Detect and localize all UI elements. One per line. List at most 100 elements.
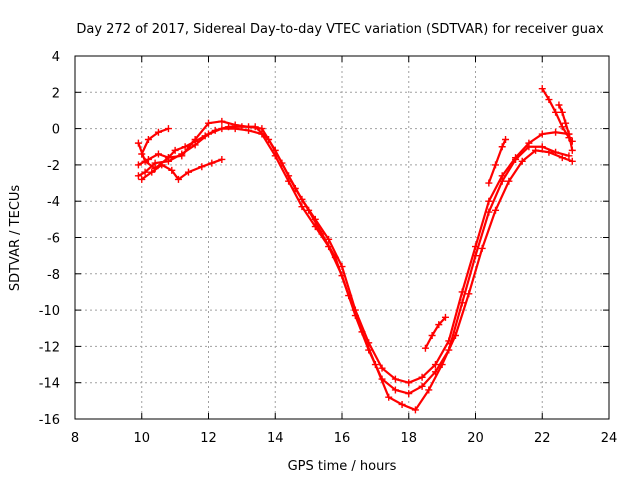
data-point	[505, 177, 513, 185]
data-point	[405, 390, 413, 398]
data-point	[405, 379, 413, 387]
series-track-5-line	[140, 127, 170, 156]
data-point	[144, 135, 152, 143]
x-tick-label: 8	[71, 431, 79, 446]
data-point	[398, 400, 406, 408]
data-point	[525, 143, 533, 151]
data-point	[435, 321, 443, 329]
data-point	[485, 197, 493, 205]
data-point	[545, 96, 553, 104]
data-point	[134, 161, 142, 169]
data-point	[425, 386, 433, 394]
data-point	[568, 157, 576, 165]
data-point	[181, 143, 189, 151]
data-point	[154, 128, 162, 136]
x-tick-label: 18	[400, 431, 417, 446]
data-point	[391, 375, 399, 383]
series-track-3-line	[137, 125, 574, 412]
data-point	[168, 166, 176, 174]
data-point	[465, 290, 473, 298]
data-point	[472, 252, 479, 260]
data-point	[148, 168, 156, 176]
data-point	[441, 313, 449, 321]
data-point	[485, 179, 493, 187]
data-point	[218, 117, 226, 125]
data-point	[502, 135, 510, 143]
y-axis-label: SDTVAR / TECUs	[8, 185, 23, 292]
data-point	[331, 253, 339, 261]
data-point	[151, 159, 159, 167]
data-point	[345, 292, 353, 300]
data-point	[518, 157, 526, 165]
series-track-1-line	[137, 120, 571, 384]
data-point	[191, 137, 199, 145]
data-point	[421, 344, 429, 352]
data-point	[555, 101, 563, 109]
data-point	[512, 155, 520, 163]
x-tick-label: 24	[601, 431, 618, 446]
data-point	[451, 332, 459, 340]
y-tick-label: 4	[52, 50, 60, 65]
data-point	[138, 175, 146, 183]
series-track-7-line	[487, 138, 507, 185]
data-point	[411, 406, 419, 414]
data-point	[492, 161, 500, 169]
data-point	[205, 119, 212, 127]
data-point	[371, 361, 379, 369]
data-point	[164, 125, 172, 133]
data-point	[251, 123, 259, 131]
y-tick-label: -10	[39, 304, 60, 319]
data-point	[538, 143, 546, 151]
data-point	[198, 163, 206, 171]
data-point	[164, 154, 172, 162]
data-point	[558, 154, 566, 162]
data-point	[565, 152, 573, 160]
data-point	[318, 230, 326, 238]
x-tick-label: 14	[267, 431, 284, 446]
y-tick-label: -12	[39, 340, 60, 355]
y-tick-label: -14	[39, 377, 60, 392]
y-tick-label: -16	[39, 413, 60, 428]
x-axis-label: GPS time / hours	[288, 459, 397, 474]
data-point	[431, 361, 439, 369]
data-point	[178, 150, 186, 158]
data-point	[568, 146, 576, 154]
data-point	[458, 299, 466, 307]
series-layer	[134, 85, 576, 414]
data-point	[171, 146, 179, 154]
data-point	[378, 364, 386, 372]
data-point	[552, 128, 560, 136]
data-point	[558, 123, 566, 131]
data-point	[201, 132, 209, 140]
data-point	[485, 208, 493, 216]
data-point	[418, 382, 426, 390]
y-tick-label: -6	[47, 232, 60, 247]
x-tick-label: 16	[334, 431, 351, 446]
data-point	[144, 155, 152, 163]
data-point	[552, 108, 560, 116]
y-tick-label: 2	[52, 86, 60, 101]
data-point	[385, 393, 393, 401]
data-point	[158, 161, 166, 169]
data-point	[208, 159, 216, 167]
x-tick-label: 20	[467, 431, 484, 446]
data-point	[428, 332, 436, 340]
data-point	[532, 146, 540, 154]
data-point	[134, 172, 142, 180]
data-point	[184, 168, 192, 176]
y-tick-label: -2	[47, 159, 60, 174]
grid-layer	[75, 56, 609, 419]
data-point	[238, 123, 246, 131]
data-point	[154, 150, 162, 158]
data-point	[391, 386, 399, 394]
data-point	[538, 85, 546, 93]
y-tick-label: -8	[47, 268, 60, 283]
data-point	[174, 175, 182, 183]
x-tick-label: 12	[200, 431, 217, 446]
data-point	[498, 177, 506, 185]
y-tick-label: 0	[52, 123, 60, 138]
data-point	[138, 150, 146, 158]
data-point	[265, 135, 273, 143]
